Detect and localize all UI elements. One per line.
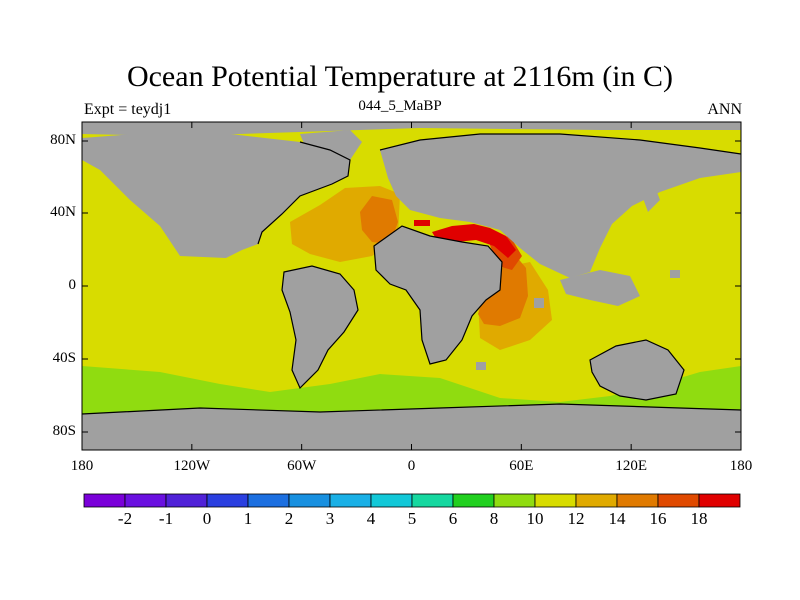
colorbar-swatch <box>288 493 331 508</box>
small-island-2 <box>534 298 544 308</box>
ocean-patch-14-16-indian <box>478 256 528 326</box>
africa-land <box>374 226 502 364</box>
north-america-land <box>82 132 350 258</box>
ocean-patch-18-plus <box>414 220 516 258</box>
land-masses <box>82 122 741 450</box>
colorbar-swatch <box>329 493 372 508</box>
colorbar-swatch <box>83 493 126 508</box>
colorbar-label: 12 <box>567 509 585 528</box>
colorbar-label: 2 <box>284 509 294 528</box>
lat-tick-label: 80S <box>52 423 76 439</box>
lon-tick-label: 180 <box>729 458 753 474</box>
japan-land <box>640 184 660 212</box>
colorbar-swatch <box>370 493 413 508</box>
small-island-1 <box>670 270 680 278</box>
colorbar-label: 0 <box>202 509 212 528</box>
colorbar-swatch <box>206 493 249 508</box>
colorbar-label: 3 <box>325 509 335 528</box>
colorbar-label: 8 <box>489 509 499 528</box>
colorbar-label: 16 <box>649 509 667 528</box>
axis-ticks <box>81 122 742 450</box>
map-plot-area <box>82 122 741 450</box>
colorbar-label: -2 <box>117 509 133 528</box>
colorbar-label: 1 <box>243 509 253 528</box>
colorbar-label: 18 <box>690 509 708 528</box>
antarctica-land <box>82 404 741 450</box>
lon-tick-label: 60E <box>509 458 534 474</box>
australia-land <box>590 340 684 400</box>
eurasia-land <box>380 134 741 278</box>
colorbar-swatch <box>616 493 659 508</box>
figure-title: Ocean Potential Temperature at 2116m (in… <box>126 60 674 93</box>
arctic-land <box>82 122 741 136</box>
lat-tick-label: 40S <box>52 350 76 366</box>
colorbar-swatch <box>452 493 495 508</box>
ocean-band-8-10 <box>82 366 741 416</box>
season-label: ANN <box>707 101 742 118</box>
lat-tick-label: 40N <box>50 204 76 220</box>
colorbar-swatch <box>657 493 700 508</box>
lon-tick-label: 120E <box>615 458 647 474</box>
colorbar-label: 4 <box>366 509 376 528</box>
colorbar-swatch <box>411 493 454 508</box>
colorbar-label: 6 <box>448 509 458 528</box>
colorbar-label: 5 <box>407 509 417 528</box>
colorbar-label: -1 <box>158 509 174 528</box>
ocean-patch-14-16-atlantic <box>360 196 398 244</box>
colorbar-swatch <box>124 493 167 508</box>
colorbar-swatch <box>493 493 536 508</box>
experiment-label: Expt = teydj1 <box>84 101 172 118</box>
colorbar-swatch <box>165 493 208 508</box>
lon-tick-label: 0 <box>407 458 416 474</box>
lon-tick-label: 120W <box>173 458 211 474</box>
colorbar-swatch <box>698 493 741 508</box>
colorbar-swatch <box>575 493 618 508</box>
colorbar-swatch <box>247 493 290 508</box>
colorbar-label: 14 <box>608 509 626 528</box>
colorbar-swatch <box>534 493 577 508</box>
south-america-land <box>282 266 358 388</box>
lat-tick-label: 0 <box>68 277 77 293</box>
figure-subtitle: 044_5_MaBP <box>358 98 442 114</box>
colorbar <box>83 493 741 508</box>
coastline-outlines <box>82 133 741 415</box>
lon-tick-label: 180 <box>70 458 94 474</box>
colorbar-label: 10 <box>526 509 544 528</box>
small-island-3 <box>476 362 486 370</box>
lon-tick-label: 60W <box>287 458 317 474</box>
southeast-asia-islands-land <box>560 270 640 306</box>
lat-tick-label: 80N <box>50 132 76 148</box>
